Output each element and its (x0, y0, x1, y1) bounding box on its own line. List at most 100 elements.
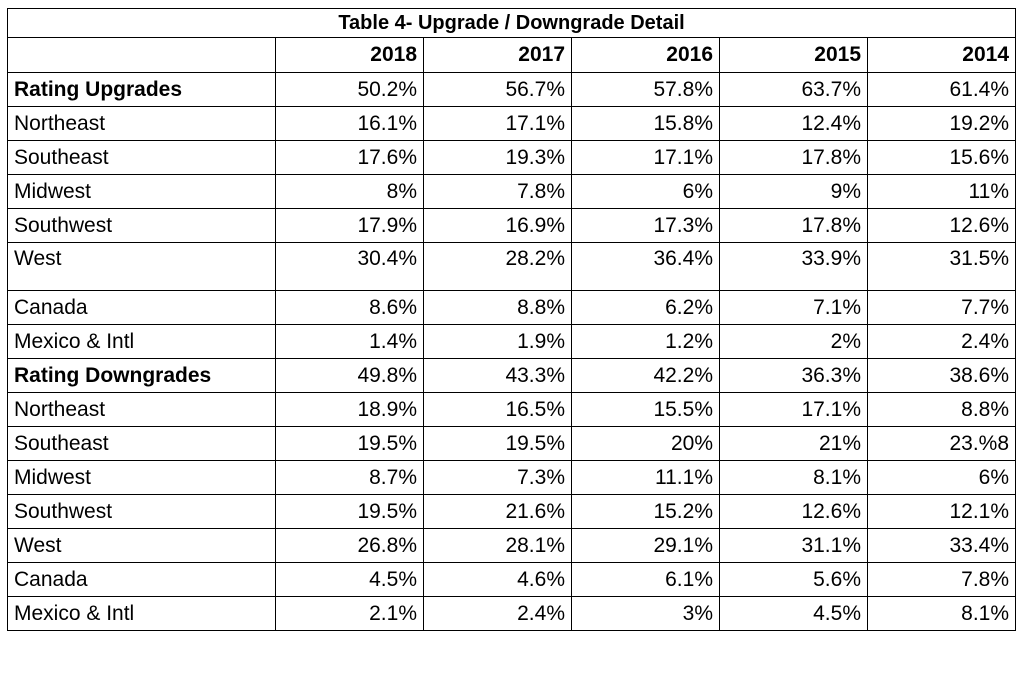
table-cell: 7.3% (423, 460, 572, 495)
table-cell: 8.1% (719, 460, 868, 495)
table-row: West 26.8% 28.1% 29.1% 31.1% 33.4% (7, 528, 1017, 563)
table-cell: 17.9% (275, 208, 424, 243)
table-cell: 15.5% (571, 392, 720, 427)
table-cell: 8.8% (423, 290, 572, 325)
header-row: 2018 2017 2016 2015 2014 (7, 37, 1017, 73)
table-cell: 7.7% (866, 290, 1017, 325)
table-cell: 8.1% (866, 596, 1017, 631)
row-label: Canada (7, 290, 276, 325)
table-cell: 1.4% (275, 324, 424, 359)
row-label: Rating Upgrades (7, 72, 276, 107)
table-cell: 4.5% (719, 596, 868, 631)
table-cell: 19.3% (423, 140, 572, 175)
row-label: West (7, 528, 276, 563)
table-cell: 6% (866, 460, 1017, 495)
table-cell: 17.1% (423, 106, 572, 141)
table-cell: 17.1% (719, 392, 868, 427)
table-cell: 12.4% (719, 106, 868, 141)
column-header: 2016 (571, 37, 720, 73)
table-container: Table 4- Upgrade / Downgrade Detail 2018… (6, 8, 1017, 631)
table-cell: 20% (571, 426, 720, 461)
table-cell: 7.1% (719, 290, 868, 325)
table-cell: 6.1% (571, 562, 720, 597)
table-cell: 2.1% (275, 596, 424, 631)
table-cell: 31.5% (866, 242, 1017, 291)
row-label: Midwest (7, 174, 276, 209)
table-cell: 2% (719, 324, 868, 359)
table-cell: 2.4% (866, 324, 1017, 359)
table-cell: 19.2% (866, 106, 1017, 141)
table-cell: 16.9% (423, 208, 572, 243)
table-title: Table 4- Upgrade / Downgrade Detail (6, 8, 1017, 38)
table-cell: 8.7% (275, 460, 424, 495)
table-cell: 17.3% (571, 208, 720, 243)
table-cell: 8% (275, 174, 424, 209)
table-cell: 16.1% (275, 106, 424, 141)
table-cell: 56.7% (423, 72, 572, 107)
table-cell: 4.5% (275, 562, 424, 597)
table-cell: 7.8% (866, 562, 1017, 597)
table-cell: 33.9% (719, 242, 868, 291)
table-row: Southwest 19.5% 21.6% 15.2% 12.6% 12.1% (7, 494, 1017, 529)
table-cell: 12.1% (866, 494, 1017, 529)
table-cell: 11.1% (571, 460, 720, 495)
table-cell: 15.6% (866, 140, 1017, 175)
table-cell: 31.1% (719, 528, 868, 563)
table-cell: 8.6% (275, 290, 424, 325)
table-cell: 1.9% (423, 324, 572, 359)
table-row: West 30.4% 28.2% 36.4% 33.9% 31.5% (7, 242, 1017, 291)
table-cell: 23.%8 (866, 426, 1017, 461)
table-cell: 36.3% (719, 358, 868, 393)
table-cell: 17.1% (571, 140, 720, 175)
table-cell: 19.5% (275, 494, 424, 529)
table-cell: 16.5% (423, 392, 572, 427)
table-cell: 42.2% (571, 358, 720, 393)
table-cell: 49.8% (275, 358, 424, 393)
table-row: Mexico & Intl 2.1% 2.4% 3% 4.5% 8.1% (7, 596, 1017, 631)
table-cell: 18.9% (275, 392, 424, 427)
table-cell: 2.4% (423, 596, 572, 631)
table-row: Southwest 17.9% 16.9% 17.3% 17.8% 12.6% (7, 208, 1017, 243)
table-cell: 9% (719, 174, 868, 209)
row-label: Canada (7, 562, 276, 597)
row-label: Southeast (7, 426, 276, 461)
table-cell: 21.6% (423, 494, 572, 529)
row-label: Southwest (7, 494, 276, 529)
table-cell: 26.8% (275, 528, 424, 563)
table-row: Midwest 8% 7.8% 6% 9% 11% (7, 174, 1017, 209)
table-row: Southeast 19.5% 19.5% 20% 21% 23.%8 (7, 426, 1017, 461)
table-cell: 12.6% (719, 494, 868, 529)
table-cell: 21% (719, 426, 868, 461)
table-row: Southeast 17.6% 19.3% 17.1% 17.8% 15.6% (7, 140, 1017, 175)
row-label: Northeast (7, 106, 276, 141)
table-cell: 33.4% (866, 528, 1017, 563)
row-label: Southeast (7, 140, 276, 175)
row-label: Mexico & Intl (7, 324, 276, 359)
table-cell: 1.2% (571, 324, 720, 359)
table-cell: 15.2% (571, 494, 720, 529)
table-row: Canada 4.5% 4.6% 6.1% 5.6% 7.8% (7, 562, 1017, 597)
table-row: Northeast 16.1% 17.1% 15.8% 12.4% 19.2% (7, 106, 1017, 141)
table-cell: 43.3% (423, 358, 572, 393)
table-cell: 19.5% (423, 426, 572, 461)
header-empty-cell (7, 37, 276, 73)
table-cell: 63.7% (719, 72, 868, 107)
column-header: 2015 (719, 37, 868, 73)
table-cell: 57.8% (571, 72, 720, 107)
table-row: Midwest 8.7% 7.3% 11.1% 8.1% 6% (7, 460, 1017, 495)
table-cell: 30.4% (275, 242, 424, 291)
table-cell: 17.8% (719, 140, 868, 175)
table-cell: 61.4% (866, 72, 1017, 107)
table-cell: 6% (571, 174, 720, 209)
column-header: 2018 (275, 37, 424, 73)
row-label: Northeast (7, 392, 276, 427)
row-label: Midwest (7, 460, 276, 495)
table-cell: 5.6% (719, 562, 868, 597)
table-row: Canada 8.6% 8.8% 6.2% 7.1% 7.7% (7, 290, 1017, 325)
row-label: Southwest (7, 208, 276, 243)
table-cell: 7.8% (423, 174, 572, 209)
table-body: Rating Upgrades 50.2% 56.7% 57.8% 63.7% 61.4%… (7, 72, 1017, 631)
table-cell: 4.6% (423, 562, 572, 597)
table-cell: 36.4% (571, 242, 720, 291)
column-header: 2017 (423, 37, 572, 73)
